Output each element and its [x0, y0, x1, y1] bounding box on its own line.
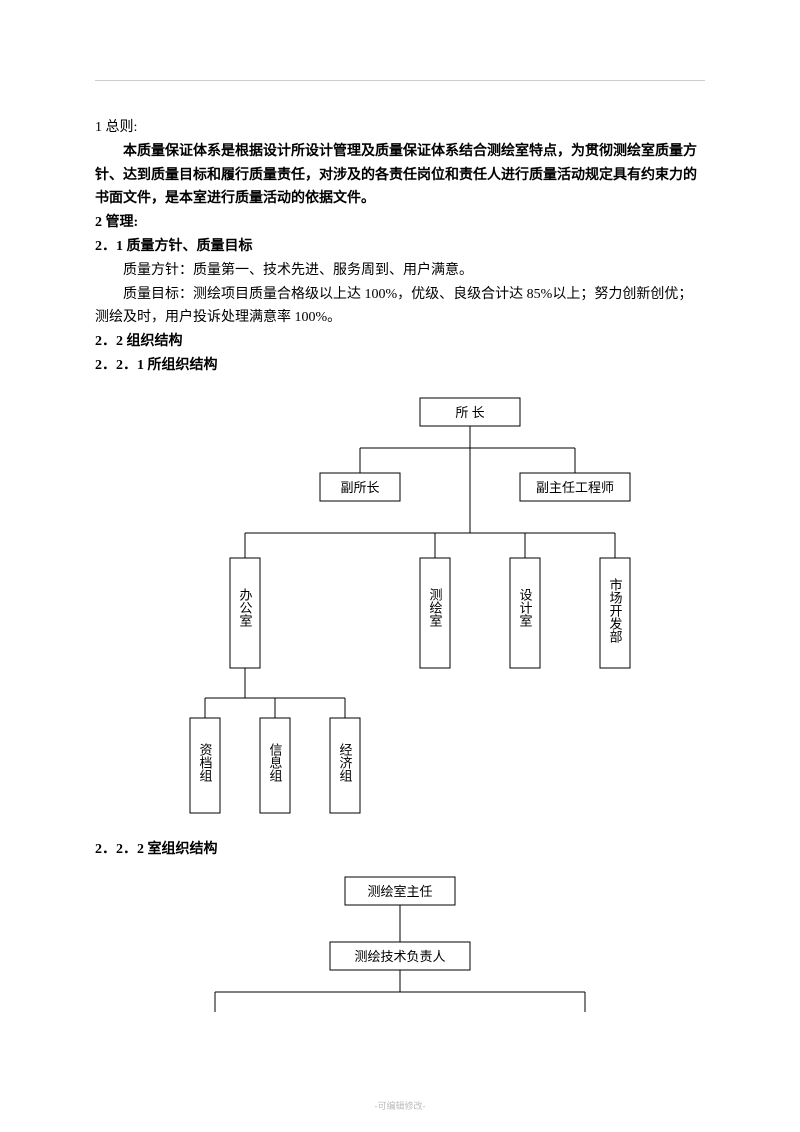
org-chart-2: 测绘室主任 测绘技术负责人: [135, 867, 665, 1012]
node-director-label: 所 长: [455, 405, 484, 420]
section-22-title: 2．2 组织结构: [95, 330, 705, 354]
label: 副主任工程师: [536, 480, 614, 495]
label: 经济组: [338, 743, 353, 782]
org-chart-1: 所 长 副所长 副主任工程师 办公室 测绘室 设计室 市场开发部: [120, 388, 680, 828]
label: 信息组: [268, 743, 283, 782]
section-21-title: 2．1 质量方针、质量目标: [95, 235, 705, 259]
footer-text: -可编辑修改-: [0, 1099, 800, 1112]
top-rule: [95, 80, 705, 81]
label: 资档组: [198, 743, 213, 782]
label: 办公室: [238, 588, 253, 627]
label: 副所长: [340, 480, 379, 495]
label: 市场开发部: [608, 577, 623, 643]
section-21-p2: 质量目标：测绘项目质量合格级以上达 100%，优级、良级合计达 85%以上；努力…: [95, 283, 705, 331]
section-222-title: 2．2．2 室组织结构: [95, 838, 705, 862]
text: 1 总则:: [95, 120, 137, 135]
section-221-title: 2．2．1 所组织结构: [95, 354, 705, 378]
section-2-title: 2 管理:: [95, 211, 705, 235]
label: 测绘室: [428, 588, 443, 627]
section-21-p1: 质量方针：质量第一、技术先进、服务周到、用户满意。: [95, 259, 705, 283]
section-1-body: 本质量保证体系是根据设计所设计管理及质量保证体系结合测绘室特点，为贯彻测绘室质量…: [95, 140, 705, 211]
label: 测绘技术负责人: [354, 949, 445, 964]
label: 设计室: [518, 588, 533, 627]
label: 测绘室主任: [367, 884, 432, 899]
section-1-title: 1 总则:: [95, 116, 705, 140]
